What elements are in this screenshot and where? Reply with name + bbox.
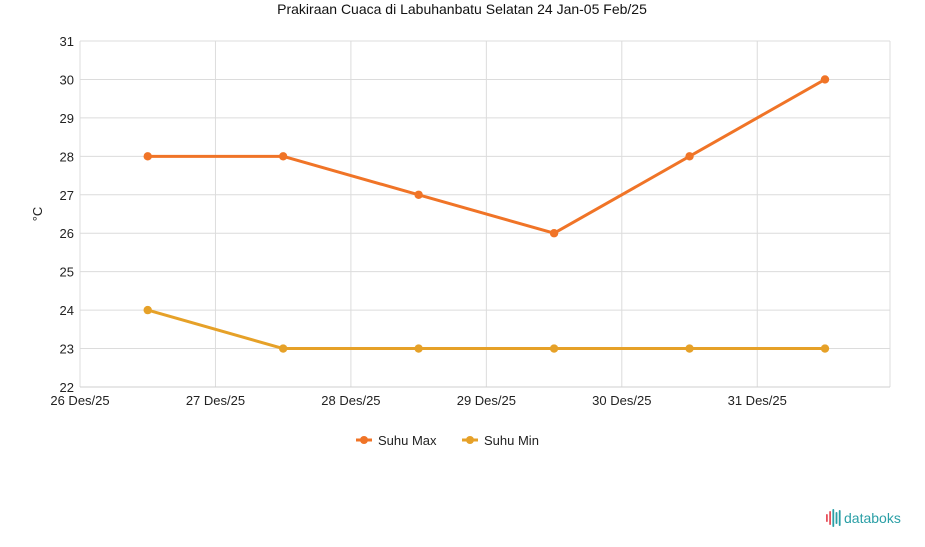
y-axis-label: °C [30, 207, 45, 222]
brand-icon-bar [829, 511, 831, 525]
legend-label: Suhu Max [378, 433, 437, 448]
legend-swatch-marker [360, 436, 368, 444]
databoks-icon [826, 509, 841, 527]
data-point[interactable] [685, 152, 694, 161]
y-tick-label: 28 [60, 149, 74, 164]
y-tick-label: 22 [60, 380, 74, 395]
legend-item-1[interactable]: Suhu Min [462, 433, 539, 448]
legend-label: Suhu Min [484, 433, 539, 448]
chart-title: Prakiraan Cuaca di Labuhanbatu Selatan 2… [277, 1, 647, 17]
brand-icon-bar [838, 510, 841, 526]
x-tick-label: 31 Des/25 [728, 393, 787, 408]
x-ticks: 26 Des/25 27 Des/25 28 Des/25 29 Des/25 30 D… [50, 393, 787, 408]
legend-swatch-marker [466, 436, 474, 444]
series-layer [143, 75, 830, 353]
y-tick-label: 29 [60, 111, 74, 126]
legend-item-0[interactable]: Suhu Max [356, 433, 437, 448]
y-tick-label: 26 [60, 226, 74, 241]
data-point[interactable] [549, 229, 559, 238]
y-tick-label: 27 [60, 188, 74, 203]
data-point[interactable] [685, 344, 694, 353]
y-tick-label: 23 [60, 342, 74, 357]
data-point[interactable] [143, 305, 152, 315]
x-tick-label: 30 Des/25 [592, 393, 651, 408]
x-tick-label: 29 Des/25 [457, 393, 516, 408]
brand-logo[interactable]: databoks [826, 509, 901, 527]
data-point[interactable] [414, 190, 423, 199]
legend[interactable]: Suhu Max Suhu Min [356, 433, 539, 448]
y-ticks: 22 23 24 25 26 27 28 29 30 31 [60, 34, 74, 395]
y-tick-label: 30 [60, 72, 74, 87]
brand-icon-bar [832, 509, 835, 527]
brand-icon-bar [835, 512, 838, 524]
series-line-0 [147, 78, 826, 235]
data-point[interactable] [549, 344, 559, 353]
x-tick-label: 26 Des/25 [50, 393, 109, 408]
data-point[interactable] [278, 152, 288, 161]
data-point[interactable] [278, 344, 288, 353]
brand-icon-bar [826, 514, 828, 522]
y-tick-label: 24 [60, 303, 74, 318]
series-line-1 [147, 308, 825, 351]
x-tick-label: 27 Des/25 [186, 393, 245, 408]
data-point[interactable] [820, 344, 830, 353]
y-tick-label: 25 [60, 265, 74, 280]
x-tick-label: 28 Des/25 [321, 393, 380, 408]
data-point[interactable] [820, 75, 830, 84]
y-tick-label: 31 [60, 34, 74, 49]
brand-name: databoks [844, 510, 901, 526]
data-point[interactable] [143, 152, 152, 161]
data-point[interactable] [414, 344, 423, 353]
